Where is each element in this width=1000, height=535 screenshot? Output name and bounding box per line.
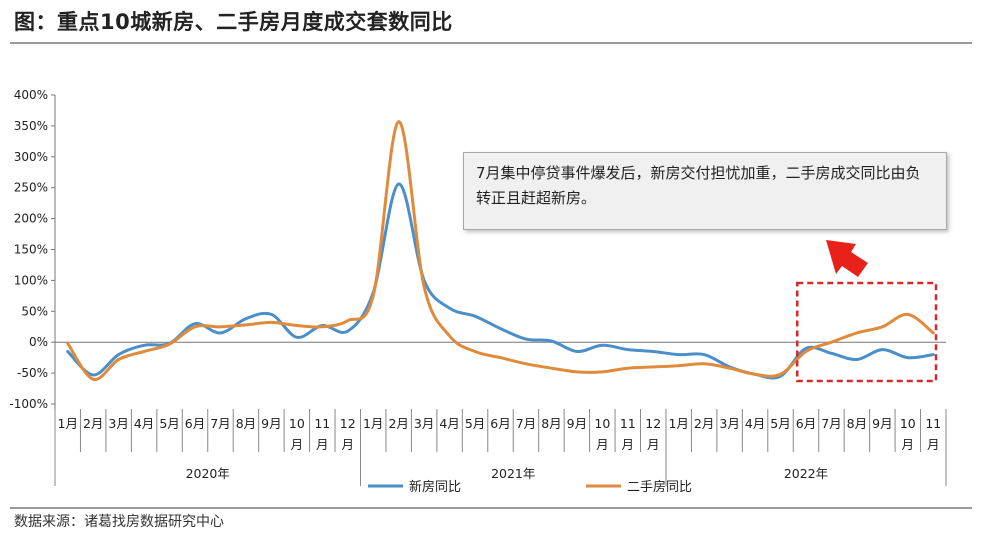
x-tick-label: 8月 xyxy=(236,416,256,431)
y-tick-label: 350% xyxy=(14,119,48,133)
y-tick-label: -100% xyxy=(9,397,48,411)
x-tick-label: 7月 xyxy=(516,416,536,431)
y-tick-label: 0% xyxy=(29,335,48,349)
y-tick-label: 50% xyxy=(21,304,48,318)
x-tick-label: 6月 xyxy=(490,416,510,431)
x-tick-label: 5月 xyxy=(159,416,179,431)
x-tick-label: 10 月 xyxy=(289,416,305,452)
year-label: 2020年 xyxy=(186,466,230,481)
legend-label-new-home: 新房同比 xyxy=(409,479,461,495)
x-tick-label: 8月 xyxy=(847,416,867,431)
legend-label-resale-home: 二手房同比 xyxy=(627,479,692,495)
y-tick-label: 100% xyxy=(14,273,48,287)
year-label: 2022年 xyxy=(784,466,828,481)
footer-divider xyxy=(10,507,972,509)
x-tick-label: 3月 xyxy=(719,416,739,431)
x-tick-label: 5月 xyxy=(770,416,790,431)
x-tick-label: 11 月 xyxy=(620,416,636,452)
x-tick-label: 7月 xyxy=(210,416,230,431)
x-tick-label: 1月 xyxy=(668,416,688,431)
page-title: 图：重点10城新房、二手房月度成交套数同比 xyxy=(14,10,453,34)
highlight-box xyxy=(796,281,938,383)
x-tick-label: 4月 xyxy=(134,416,154,431)
y-tick-label: -50% xyxy=(17,366,48,380)
x-tick-label: 2月 xyxy=(388,416,408,431)
x-tick-label: 12 月 xyxy=(645,416,661,452)
x-tick-label: 1月 xyxy=(363,416,383,431)
x-tick-label: 3月 xyxy=(414,416,434,431)
x-tick-label: 9月 xyxy=(261,416,281,431)
title-divider xyxy=(10,42,972,44)
x-tick-label: 9月 xyxy=(567,416,587,431)
x-tick-label: 2月 xyxy=(694,416,714,431)
y-tick-label: 400% xyxy=(14,88,48,102)
highlight-arrow xyxy=(826,240,868,277)
x-tick-label: 10 月 xyxy=(900,416,916,452)
annotation-box: 7月集中停贷事件爆发后，新房交付担忧加重，二手房成交同比由负转正且赶超新房。 xyxy=(463,152,947,230)
x-tick-label: 9月 xyxy=(872,416,892,431)
y-tick-label: 150% xyxy=(14,243,48,257)
y-tick-label: 300% xyxy=(14,150,48,164)
data-source: 数据来源：诸葛找房数据研究中心 xyxy=(14,514,224,530)
x-tick-label: 7月 xyxy=(821,416,841,431)
year-label: 2021年 xyxy=(491,466,535,481)
x-tick-label: 3月 xyxy=(108,416,128,431)
x-tick-label: 6月 xyxy=(185,416,205,431)
x-tick-label: 12 月 xyxy=(340,416,356,452)
x-tick-label: 8月 xyxy=(541,416,561,431)
x-tick-label: 5月 xyxy=(465,416,485,431)
x-tick-label: 10 月 xyxy=(594,416,610,452)
x-tick-label: 4月 xyxy=(745,416,765,431)
series-line-resale-home xyxy=(66,120,935,381)
x-tick-label: 2月 xyxy=(83,416,103,431)
x-tick-label: 11 月 xyxy=(925,416,941,452)
y-tick-label: 200% xyxy=(14,212,48,226)
x-tick-label: 1月 xyxy=(58,416,78,431)
line-chart: 400% 350% 300% 250% 200% 150% 100% 50% 0% -50% -10… xyxy=(9,88,947,495)
x-tick-label: 4月 xyxy=(439,416,459,431)
x-tick-label: 11 月 xyxy=(314,416,330,452)
y-tick-label: 250% xyxy=(14,181,48,195)
x-tick-label: 6月 xyxy=(796,416,816,431)
